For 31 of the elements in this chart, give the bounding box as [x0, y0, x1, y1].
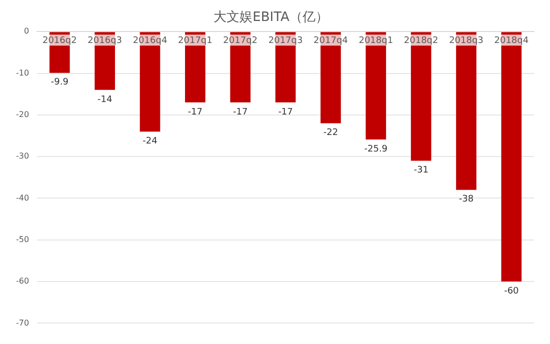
y-tick-label: -60: [16, 276, 30, 286]
data-label: -17: [233, 107, 248, 118]
y-tick-label: 0: [24, 26, 30, 36]
y-tick-label: -30: [16, 152, 30, 161]
x-tick-label: 2018q1: [358, 36, 394, 46]
x-tick-label: 2018q2: [404, 36, 438, 46]
x-tick-label: 2017q4: [314, 36, 348, 46]
x-tick-label: 2016q2: [42, 36, 77, 46]
chart-title: 大文娱EBITA（亿）: [214, 10, 328, 26]
data-label: -24: [142, 136, 158, 146]
x-tick-label: 2017q1: [178, 36, 212, 46]
data-label: -17: [188, 107, 203, 118]
x-tick-label: 2018q4: [494, 36, 529, 46]
y-tick-label: -10: [16, 68, 30, 78]
data-label: -22: [323, 128, 338, 138]
y-tick-label: -70: [16, 318, 30, 328]
data-label: -38: [458, 194, 474, 205]
data-label: -60: [504, 286, 520, 296]
x-tick-label: 2018q3: [449, 36, 484, 46]
y-tick-label: -20: [16, 110, 30, 119]
data-label: -17: [278, 107, 293, 118]
x-tick-label: 2017q2: [223, 36, 258, 46]
data-label: -25.9: [364, 144, 388, 154]
x-tick-label: 2016q4: [132, 36, 168, 46]
data-label: -31: [414, 166, 428, 176]
y-tick-label: -50: [16, 234, 30, 244]
data-label: -14: [97, 94, 112, 105]
y-tick-label: -40: [16, 193, 30, 202]
data-label: -9.9: [50, 78, 69, 88]
x-tick-label: 2017q3: [268, 36, 303, 46]
x-tick-label: 2016q3: [88, 36, 122, 46]
